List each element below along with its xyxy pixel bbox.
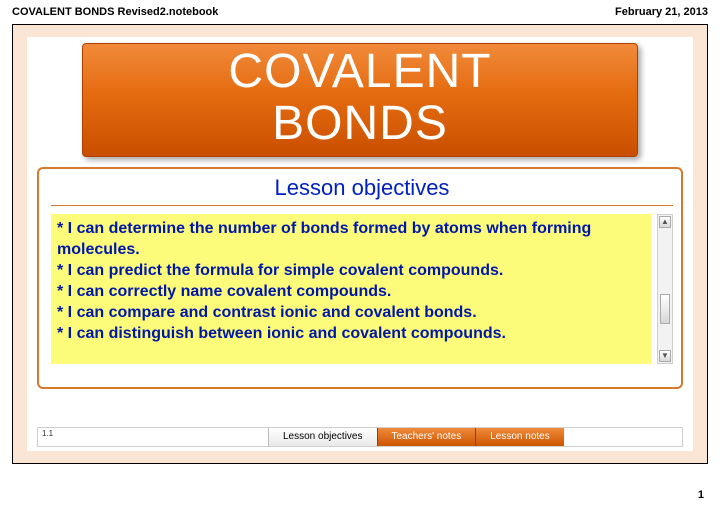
slide-number-label: 1.1	[38, 428, 268, 446]
filename-label: COVALENT BONDS Revised2.notebook	[12, 6, 218, 18]
page-header: COVALENT BONDS Revised2.notebook Februar…	[0, 0, 720, 22]
title-banner: COVALENT BONDS	[82, 43, 638, 157]
date-label: February 21, 2013	[615, 6, 708, 18]
objective-item: * I can determine the number of bonds fo…	[57, 218, 645, 260]
tab-teachers-notes[interactable]: Teachers' notes	[377, 428, 476, 446]
page-number: 1	[698, 489, 704, 501]
tab-lesson-objectives[interactable]: Lesson objectives	[268, 428, 377, 446]
scroll-thumb[interactable]	[660, 294, 670, 324]
objectives-heading: Lesson objectives	[51, 175, 673, 205]
slide-content: COVALENT BONDS Lesson objectives * I can…	[27, 37, 693, 451]
scroll-down-icon[interactable]: ▼	[659, 350, 671, 362]
title-line-1: COVALENT	[83, 46, 637, 98]
objectives-divider	[51, 205, 673, 206]
objective-item: * I can correctly name covalent compound…	[57, 281, 645, 302]
objectives-list: * I can determine the number of bonds fo…	[51, 214, 651, 364]
objectives-body: * I can determine the number of bonds fo…	[51, 214, 673, 364]
objective-item: * I can predict the formula for simple c…	[57, 260, 645, 281]
objective-item: * I can distinguish between ionic and co…	[57, 323, 645, 344]
scroll-up-icon[interactable]: ▲	[659, 216, 671, 228]
title-line-2: BONDS	[83, 98, 637, 150]
tab-lesson-notes[interactable]: Lesson notes	[475, 428, 564, 446]
tab-bar: 1.1 Lesson objectives Teachers' notes Le…	[37, 427, 683, 447]
slide-frame: COVALENT BONDS Lesson objectives * I can…	[12, 24, 708, 464]
objectives-box: Lesson objectives * I can determine the …	[37, 167, 683, 389]
scrollbar[interactable]: ▲ ▼	[657, 214, 673, 364]
objective-item: * I can compare and contrast ionic and c…	[57, 302, 645, 323]
